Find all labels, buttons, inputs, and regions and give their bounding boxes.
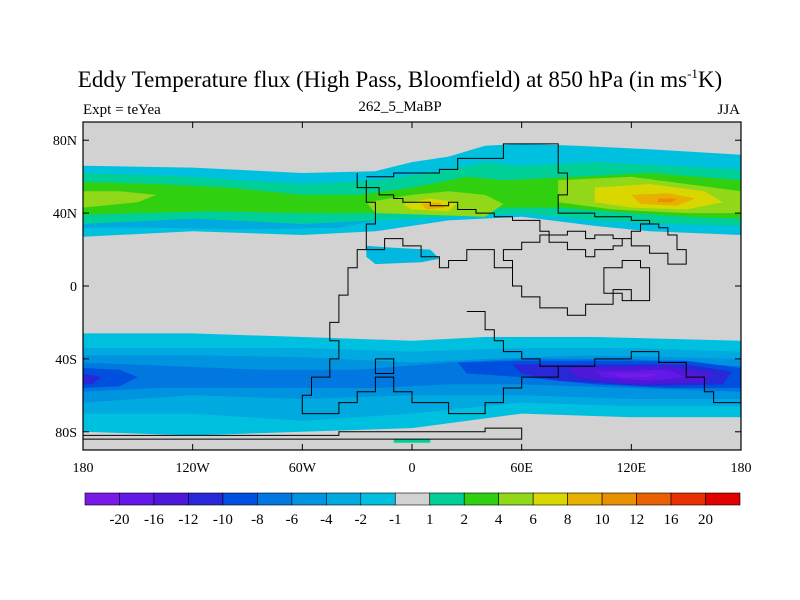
colorbar-label: 4 xyxy=(495,512,503,528)
colorbar-swatch xyxy=(119,492,155,506)
coast-africa-east xyxy=(466,311,559,367)
south-purple-3 xyxy=(613,373,659,378)
colorbar-swatch xyxy=(567,492,603,506)
coast-india-arabia xyxy=(512,260,651,316)
colorbar-label: 16 xyxy=(664,512,680,528)
title-superscript: -1 xyxy=(687,66,698,81)
colorbar-label: 2 xyxy=(460,512,468,528)
coast-small-island xyxy=(374,358,395,374)
title-end: K) xyxy=(697,67,723,92)
colorbar-swatch xyxy=(394,492,431,506)
colorbar-label: 12 xyxy=(629,512,644,528)
x-tick-label: 60E xyxy=(510,461,533,476)
y-axis: 80N 40N 0 40S 80S xyxy=(53,134,741,441)
colorbar-label: 1 xyxy=(426,512,434,528)
colorbar-label: -1 xyxy=(389,512,402,528)
colorbar-swatch xyxy=(291,492,327,506)
colorbar-label: -8 xyxy=(251,512,264,528)
south-blue-4 xyxy=(83,368,138,388)
colorbar-swatch xyxy=(188,492,224,506)
colorbar-label: -20 xyxy=(109,512,129,528)
title-main: Eddy Temperature flux (High Pass, Bloomf… xyxy=(77,67,688,92)
y-tick-label: 80N xyxy=(53,134,77,149)
colorbar-label: 10 xyxy=(595,512,610,528)
colorbar-swatch xyxy=(636,492,672,506)
season-label: JJA xyxy=(717,102,740,118)
map-title: Eddy Temperature flux (High Pass, Bloomf… xyxy=(0,66,800,93)
y-tick-label: 80S xyxy=(55,426,77,441)
x-tick-label: 180 xyxy=(731,461,752,476)
colorbar-label: -16 xyxy=(144,512,164,528)
colorbar-label: 6 xyxy=(529,512,537,528)
colorbar-label: -10 xyxy=(213,512,233,528)
colorbar-swatch xyxy=(84,492,120,506)
colorbar-swatch xyxy=(463,492,499,506)
y-tick-label: 40S xyxy=(55,353,77,368)
colorbar-swatch xyxy=(532,492,568,506)
south-blue-6 xyxy=(83,373,102,385)
y-tick-label: 0 xyxy=(70,280,77,295)
map-subtitle: 262_5_MaBP xyxy=(358,99,442,115)
colorbar-swatch xyxy=(222,492,258,506)
x-tick-label: 180 xyxy=(73,461,94,476)
field-contours xyxy=(83,143,741,443)
colorbar-label: -12 xyxy=(178,512,198,528)
colorbar-label: -4 xyxy=(320,512,333,528)
coast-laurasia xyxy=(356,173,687,269)
coast-north-top xyxy=(366,143,651,224)
y-tick-label: 40N xyxy=(53,207,77,222)
colorbar-label: 8 xyxy=(564,512,572,528)
experiment-label: Expt = teYea xyxy=(83,102,161,118)
coastlines xyxy=(83,143,741,440)
colorbar-swatch xyxy=(705,492,741,506)
x-tick-label: 120E xyxy=(617,461,647,476)
colorbar-swatch xyxy=(326,492,362,506)
colorbar-label: 20 xyxy=(698,512,713,528)
colorbar-swatch xyxy=(601,492,637,506)
colorbar-swatch xyxy=(429,492,465,506)
coast-gondwana xyxy=(301,249,741,415)
antarctic-teal xyxy=(393,439,431,443)
colorbar-swatch xyxy=(360,492,396,506)
x-tick-label: 120W xyxy=(176,461,211,476)
north-dark-orange xyxy=(656,198,677,203)
colorbar-label: -6 xyxy=(286,512,299,528)
colorbar-swatch xyxy=(498,492,534,506)
x-tick-label: 0 xyxy=(409,461,416,476)
x-tick-label: 60W xyxy=(289,461,317,476)
colorbar-swatch xyxy=(670,492,706,506)
colorbar-swatch xyxy=(153,492,189,506)
north-ygreen-1 xyxy=(83,191,157,208)
colorbar: -20 -16 -12 -10 -8 -6 -4 -2 -1 1 2 4 6 8 10 12 16 20 xyxy=(84,492,741,528)
colorbar-label: -2 xyxy=(355,512,368,528)
colorbar-swatch xyxy=(257,492,293,506)
coast-antarctic xyxy=(83,427,523,440)
x-axis: 180 120W 60W 0 60E 120E 180 xyxy=(73,122,752,476)
